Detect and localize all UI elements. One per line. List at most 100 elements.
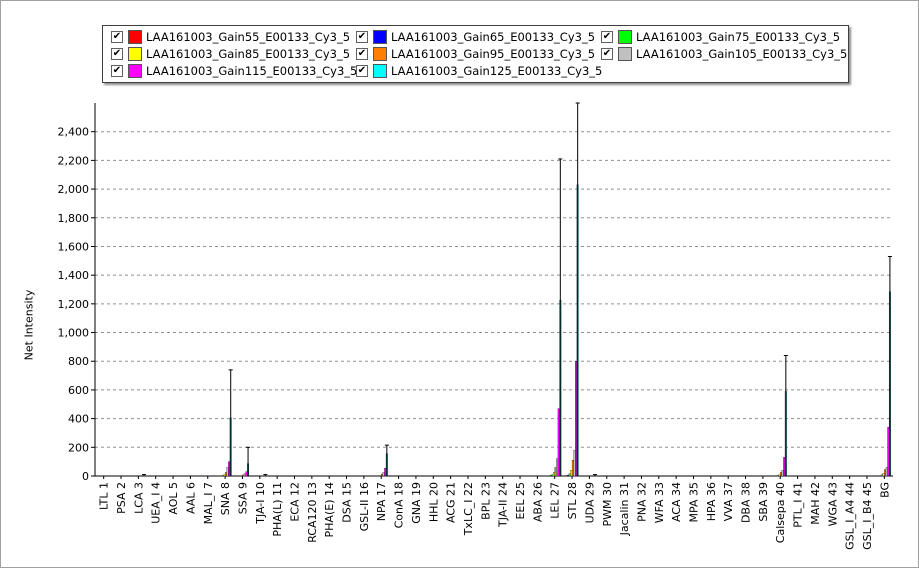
bar (556, 458, 559, 477)
x-tick-label: AOL 5 (167, 482, 180, 515)
bar (554, 467, 557, 477)
bar (551, 474, 554, 477)
legend-checkbox[interactable]: ✔ (601, 31, 613, 43)
x-tick-label: ECA 12 (289, 482, 302, 522)
x-tick-label: GSL-II 16 (358, 482, 371, 531)
y-tick-label: 0 (82, 470, 89, 483)
legend-checkbox[interactable]: ✔ (356, 31, 368, 43)
legend-checkbox[interactable]: ✔ (356, 65, 368, 77)
x-tick-label: LTL 1 (98, 482, 111, 510)
x-tick-label: BPL 23 (479, 482, 492, 520)
x-tick-label: DBA 38 (740, 482, 753, 523)
legend-label: LAA161003_Gain115_E00133_Cy3_5 (146, 64, 358, 78)
bar (382, 472, 385, 477)
y-tick-label: 1,600 (58, 240, 90, 253)
x-tick-label: ABA 26 (531, 482, 544, 522)
x-tick-label: PNA 32 (635, 482, 648, 522)
x-tick-label: LCA 3 (132, 482, 145, 514)
x-tick-label: PTL_I 41 (792, 482, 805, 528)
y-tick-label: 400 (68, 413, 89, 426)
x-tick-label: Jacalin 31 (618, 482, 631, 536)
x-tick-label: VVA 37 (722, 482, 735, 521)
legend-label: LAA161003_Gain65_E00133_Cy3_5 (391, 30, 596, 44)
x-tick-label: PHA(L) 11 (271, 482, 284, 537)
x-tick-label: SBA 39 (757, 482, 770, 522)
bar (882, 472, 885, 477)
bar (228, 461, 231, 477)
x-tick-label: HPA 36 (705, 482, 718, 521)
legend-swatch (373, 30, 387, 44)
legend-swatch (618, 30, 632, 44)
y-tick-label: 600 (68, 384, 89, 397)
legend-swatch (373, 64, 387, 78)
x-tick-label: SNA 8 (219, 482, 232, 515)
legend-label: LAA161003_Gain75_E00133_Cy3_5 (636, 30, 841, 44)
x-tick-label: RCA120 13 (306, 482, 319, 543)
bar (567, 474, 570, 477)
legend-label: LAA161003_Gain85_E00133_Cy3_5 (146, 47, 351, 61)
bar (381, 474, 383, 477)
x-tick-label: GSL_I_B4 45 (861, 482, 874, 550)
x-tick-label: ACA 34 (670, 482, 683, 522)
x-tick-label: ConA 18 (393, 482, 406, 528)
bar (568, 473, 571, 477)
bar (557, 408, 560, 477)
legend-label: LAA161003_Gain95_E00133_Cy3_5 (391, 47, 596, 61)
x-tick-label: WGA 43 (826, 482, 839, 526)
legend-checkbox[interactable]: ✔ (111, 65, 123, 77)
x-tick-label: UEA_I 4 (150, 482, 163, 524)
x-tick-label: TJA-I 10 (254, 482, 267, 525)
y-tick-label: 200 (68, 441, 89, 454)
legend-checkbox[interactable]: ✔ (111, 48, 123, 60)
x-tick-label: WFA 33 (653, 482, 666, 523)
bar (224, 472, 227, 477)
y-tick-label: 1,800 (58, 212, 90, 225)
bar (781, 470, 784, 477)
x-tick-label: MPA 35 (688, 482, 701, 522)
bar (783, 457, 786, 477)
chart-legend: ✔ LAA161003_Gain55_E00133_Cy3_5 ✔ LAA161003… (102, 25, 849, 83)
x-tick-label: PWM 30 (601, 482, 614, 527)
bar (570, 470, 573, 477)
x-tick-label: HHL 20 (427, 482, 440, 522)
legend-label: LAA161003_Gain125_E00133_Cy3_5 (391, 64, 603, 78)
x-tick-label: MAH 42 (809, 482, 822, 525)
y-tick-label: 800 (68, 355, 89, 368)
y-tick-label: 2,200 (58, 154, 90, 167)
bar (885, 467, 888, 477)
x-tick-label: PHA(E) 14 (323, 482, 336, 537)
bar (884, 469, 887, 477)
legend-label: LAA161003_Gain55_E00133_Cy3_5 (146, 30, 351, 44)
x-tick-label: UDA 29 (583, 482, 596, 523)
bar (226, 467, 229, 477)
bar (571, 460, 574, 477)
legend-checkbox[interactable]: ✔ (356, 48, 368, 60)
legend-swatch (618, 47, 632, 61)
legend-swatch (128, 64, 142, 78)
x-tick-label: NPA 17 (375, 482, 388, 521)
bar (573, 450, 576, 477)
y-tick-label: 2,000 (58, 183, 90, 196)
bar (384, 467, 387, 477)
bar (778, 474, 781, 477)
legend-checkbox[interactable]: ✔ (601, 48, 613, 60)
bar (243, 473, 246, 477)
x-tick-label: DSA 15 (341, 482, 354, 523)
legend-checkbox[interactable]: ✔ (111, 31, 123, 43)
x-tick-label: SSA 9 (236, 482, 249, 514)
legend-swatch (373, 47, 387, 61)
bar (379, 475, 382, 477)
x-tick-label: AAL 6 (184, 482, 197, 514)
bar (552, 472, 555, 477)
bar (887, 427, 890, 477)
y-tick-label: 1,400 (58, 269, 90, 282)
bar (880, 474, 883, 477)
bar (549, 475, 552, 477)
x-tick-label: TJA-II 24 (497, 482, 510, 528)
y-tick-label: 1,200 (58, 298, 90, 311)
bar (780, 472, 782, 477)
x-tick-label: GSL_I_A4 44 (844, 482, 857, 550)
x-tick-label: LEL 27 (549, 482, 562, 519)
